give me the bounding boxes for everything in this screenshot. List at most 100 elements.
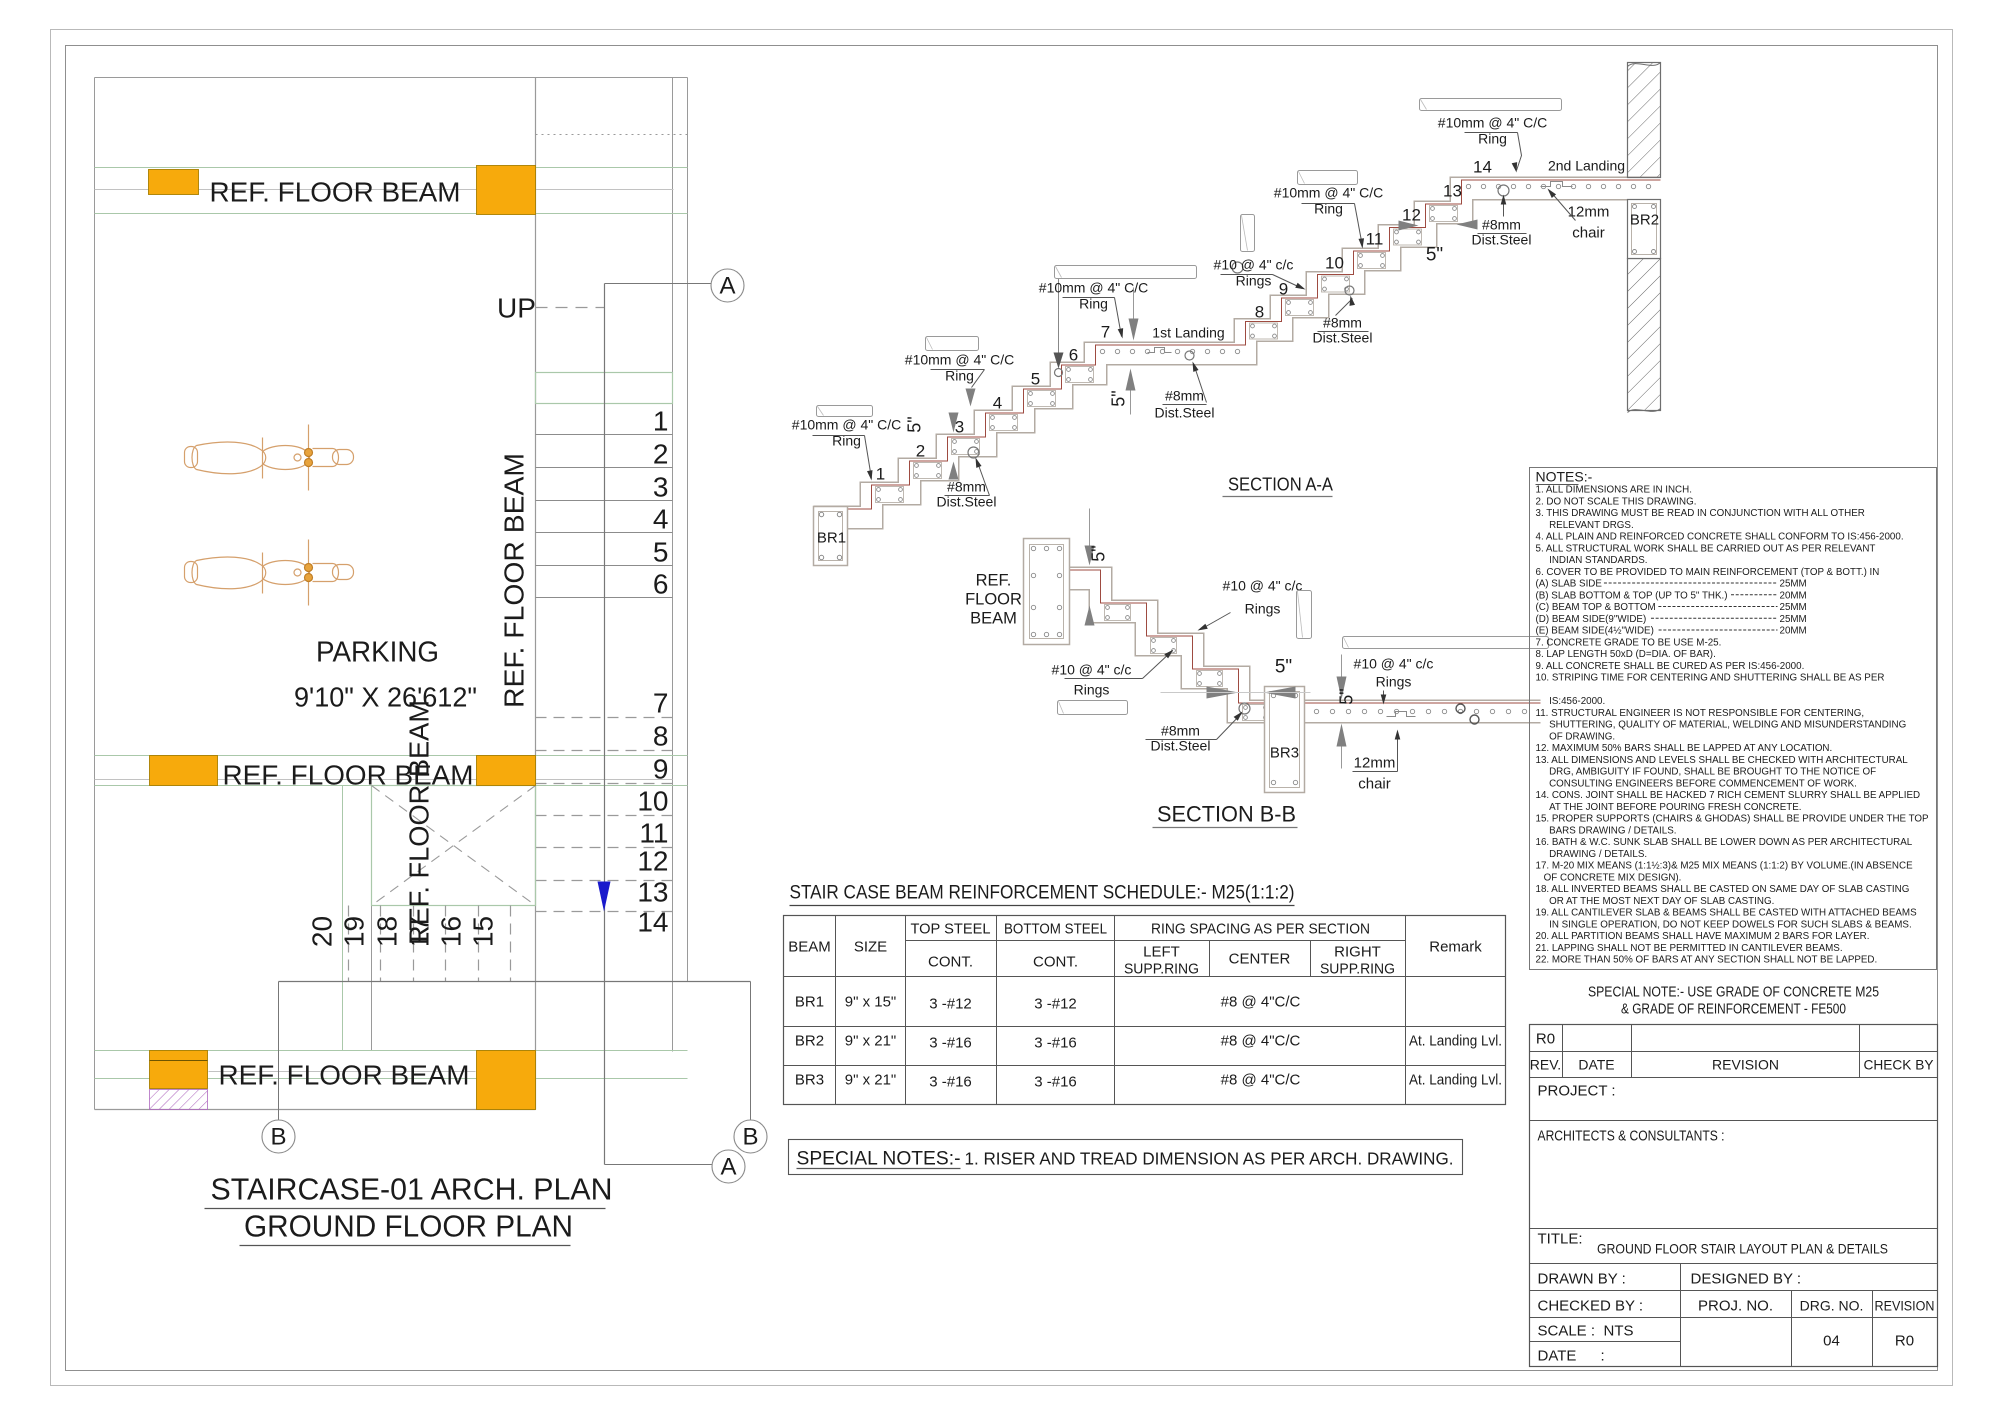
svg-text:SECTION B-B: SECTION B-B xyxy=(1157,802,1296,827)
svg-text:B: B xyxy=(742,1124,758,1151)
svg-text:DESIGNED BY :: DESIGNED BY : xyxy=(1691,1271,1802,1288)
svg-text:10: 10 xyxy=(637,786,668,817)
svg-text:ARCHITECTS & CONSULTANTS :: ARCHITECTS & CONSULTANTS : xyxy=(1538,1129,1725,1145)
svg-text:20: 20 xyxy=(307,916,338,947)
svg-text:TOP STEEL: TOP STEEL xyxy=(911,921,991,938)
svg-text:7. CONCRETE GRADE TO BE USE M-: 7. CONCRETE GRADE TO BE USE M-25. xyxy=(1536,637,1722,648)
svg-text:2: 2 xyxy=(916,442,925,461)
svg-text:5: 5 xyxy=(1031,370,1040,389)
svg-text:STAIRCASE-01 ARCH. PLAN: STAIRCASE-01 ARCH. PLAN xyxy=(211,1172,613,1207)
svg-text:25MM: 25MM xyxy=(1780,579,1807,590)
svg-text:BR2: BR2 xyxy=(1630,212,1659,229)
svg-text:BR2: BR2 xyxy=(795,1033,824,1050)
svg-text:5": 5" xyxy=(1275,657,1292,678)
svg-text:#8 @ 4"C/C: #8 @ 4"C/C xyxy=(1221,1033,1301,1050)
svg-text:#10mm @ 4" C/C: #10mm @ 4" C/C xyxy=(1438,115,1547,131)
svg-text:8: 8 xyxy=(653,721,669,752)
svg-text:11: 11 xyxy=(639,818,668,849)
svg-text:Ring: Ring xyxy=(945,368,974,384)
svg-text:1. ALL DIMENSIONS ARE IN INCH.: 1. ALL DIMENSIONS ARE IN INCH. xyxy=(1536,485,1692,496)
svg-text:15: 15 xyxy=(468,916,499,947)
svg-text:16. BATH & W.C. SUNK SLAB SHAL: 16. BATH & W.C. SUNK SLAB SHALL BE LOWER… xyxy=(1536,837,1913,848)
svg-text:4: 4 xyxy=(653,504,669,535)
svg-text:3. THIS DRAWING MUST BE READ I: 3. THIS DRAWING MUST BE READ IN CONJUNCT… xyxy=(1536,508,1865,519)
svg-text:12: 12 xyxy=(637,846,668,877)
svg-text:Dist.Steel: Dist.Steel xyxy=(1313,330,1373,346)
svg-text:4. ALL PLAIN AND REINFORCED CO: 4. ALL PLAIN AND REINFORCED CONCRETE SHA… xyxy=(1536,532,1904,543)
svg-text:A: A xyxy=(719,273,735,300)
svg-text:PROJ. NO.: PROJ. NO. xyxy=(1698,1298,1773,1315)
svg-text:REVISION: REVISION xyxy=(1712,1057,1779,1073)
svg-text:CONT.: CONT. xyxy=(1033,954,1078,971)
svg-text:DATE: DATE xyxy=(1578,1057,1614,1073)
svg-text:9. ALL CONCRETE SHALL BE CURED: 9. ALL CONCRETE SHALL BE CURED AS PER IS… xyxy=(1536,661,1805,672)
svg-text:A: A xyxy=(720,1154,736,1181)
svg-text:11: 11 xyxy=(1366,230,1384,249)
svg-text:19: 19 xyxy=(339,916,370,947)
svg-text:chair: chair xyxy=(1572,225,1605,242)
svg-text:2. DO NOT SCALE THIS DRAWING.: 2. DO NOT SCALE THIS DRAWING. xyxy=(1536,496,1697,507)
svg-text:PROJECT :: PROJECT : xyxy=(1538,1083,1616,1100)
svg-text:5: 5 xyxy=(653,537,669,568)
svg-text:BEAM: BEAM xyxy=(788,939,831,956)
svg-text:3 -#16: 3 -#16 xyxy=(929,1035,972,1052)
svg-text:12mm: 12mm xyxy=(1354,755,1396,772)
svg-text:6. COVER TO BE PROVIDED TO MAI: 6. COVER TO BE PROVIDED TO MAIN REINFORC… xyxy=(1536,567,1880,578)
svg-text:22. MORE THAN 50% OF BARS AT A: 22. MORE THAN 50% OF BARS AT ANY SECTION… xyxy=(1536,955,1878,966)
svg-text:SECTION A-A: SECTION A-A xyxy=(1228,475,1333,495)
svg-text:9'10" X 26'612": 9'10" X 26'612" xyxy=(294,682,477,713)
svg-text:9" x 15": 9" x 15" xyxy=(845,994,897,1011)
svg-text:5": 5" xyxy=(1426,245,1443,266)
svg-text:IS:456-2000.: IS:456-2000. xyxy=(1536,696,1606,707)
svg-text:(D) BEAM SIDE(9"WIDE): (D) BEAM SIDE(9"WIDE) xyxy=(1536,614,1647,625)
svg-text:DRG. NO.: DRG. NO. xyxy=(1800,1298,1864,1314)
svg-text:R0: R0 xyxy=(1536,1031,1555,1048)
svg-text:9" x 21": 9" x 21" xyxy=(845,1033,897,1050)
svg-text:#8 @ 4"C/C: #8 @ 4"C/C xyxy=(1221,994,1301,1011)
svg-text:BR1: BR1 xyxy=(795,994,824,1011)
svg-text:3: 3 xyxy=(653,472,669,503)
svg-text:SHUTTERING, QUALITY OF MATERIA: SHUTTERING, QUALITY OF MATERIAL, WELDING… xyxy=(1536,720,1907,731)
svg-text:18: 18 xyxy=(372,916,403,947)
svg-text:RIGHT: RIGHT xyxy=(1334,944,1381,961)
svg-text:12: 12 xyxy=(1402,206,1421,225)
svg-text:Dist.Steel: Dist.Steel xyxy=(937,494,997,510)
svg-text:DRAWN BY :: DRAWN BY : xyxy=(1538,1271,1626,1288)
svg-text:6: 6 xyxy=(653,569,669,600)
svg-text:SIZE: SIZE xyxy=(854,939,887,956)
svg-text:1. RISER AND TREAD DIMENSION A: 1. RISER AND TREAD DIMENSION AS PER ARCH… xyxy=(965,1149,1454,1169)
svg-text:10: 10 xyxy=(1325,254,1344,273)
svg-text:7: 7 xyxy=(1101,323,1110,342)
svg-text:3: 3 xyxy=(955,418,964,437)
svg-text:IN SINGLE OPERATION, DO NOT KE: IN SINGLE OPERATION, DO NOT KEEP DOWELS … xyxy=(1536,919,1912,930)
svg-text:2nd Landing: 2nd Landing xyxy=(1548,158,1625,174)
svg-text:STAIR CASE BEAM REINFORCEMENT: STAIR CASE BEAM REINFORCEMENT SCHEDULE:-… xyxy=(790,883,1295,904)
svg-text:10. STRIPING TIME FOR CENTERIN: 10. STRIPING TIME FOR CENTERING AND SHUT… xyxy=(1536,673,1885,684)
svg-text:20MM: 20MM xyxy=(1780,590,1807,601)
svg-text:INDIAN STANDARDS.: INDIAN STANDARDS. xyxy=(1536,555,1648,566)
svg-text:NTS: NTS xyxy=(1604,1323,1634,1340)
svg-text:Dist.Steel: Dist.Steel xyxy=(1155,405,1215,421)
svg-text:8. LAP LENGTH 50xD (D=DIA. OF: 8. LAP LENGTH 50xD (D=DIA. OF BAR). xyxy=(1536,649,1716,660)
svg-text:#10 @ 4" c/c: #10 @ 4" c/c xyxy=(1223,578,1303,594)
svg-text:#8mm: #8mm xyxy=(1482,217,1521,233)
svg-text:Ring: Ring xyxy=(1079,296,1108,312)
svg-text:12. MAXIMUM 50% BARS SHALL BE: 12. MAXIMUM 50% BARS SHALL BE LAPPED AT … xyxy=(1536,743,1833,754)
svg-text:25MM: 25MM xyxy=(1780,602,1807,613)
svg-text:Ring: Ring xyxy=(832,433,861,449)
svg-text:UP: UP xyxy=(497,293,536,324)
svg-text:LEFT: LEFT xyxy=(1143,944,1180,961)
svg-text:25MM: 25MM xyxy=(1780,614,1807,625)
svg-text:PARKING: PARKING xyxy=(316,637,439,669)
svg-text:#10 @ 4" c/c: #10 @ 4" c/c xyxy=(1052,662,1132,678)
svg-text:BR3: BR3 xyxy=(1270,745,1299,762)
svg-text:14: 14 xyxy=(637,907,668,938)
svg-text:3 -#12: 3 -#12 xyxy=(1034,996,1077,1013)
svg-text:1: 1 xyxy=(876,465,885,484)
svg-text:#8 @ 4"C/C: #8 @ 4"C/C xyxy=(1221,1072,1301,1089)
svg-text:Rings: Rings xyxy=(1376,674,1412,690)
svg-text:#10 @ 4" c/c: #10 @ 4" c/c xyxy=(1214,257,1294,273)
svg-text:At. Landing Lvl.: At. Landing Lvl. xyxy=(1409,1072,1502,1089)
svg-text:DRG, AMBIGUITY IF FOUND, SHALL: DRG, AMBIGUITY IF FOUND, SHALL BE BROUGH… xyxy=(1536,767,1877,778)
svg-text:SUPP.RING: SUPP.RING xyxy=(1124,961,1199,978)
